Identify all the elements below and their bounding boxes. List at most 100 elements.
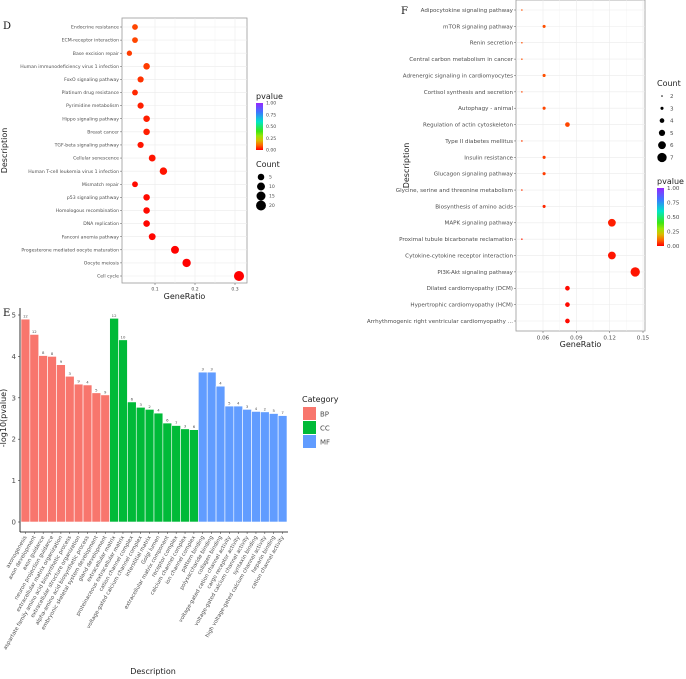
y-tick-label: DNA replication — [83, 221, 119, 227]
y-tick-label: Central carbon metabolism in cancer — [409, 57, 513, 63]
bar-count-label: 5 — [95, 387, 98, 392]
y-tick-label: Cellular senescence — [73, 156, 119, 162]
bar — [135, 407, 146, 523]
bar-count-label: 9 — [60, 359, 63, 364]
y-tick-label: PI3K-Akt signaling pathway — [437, 270, 513, 276]
y-tick-label: Fanconi anemia pathway — [62, 234, 120, 240]
y-tick-label: Renin secretion — [470, 41, 514, 47]
bar — [251, 411, 261, 523]
bar — [198, 371, 208, 523]
category-legend-label: BP — [320, 411, 329, 419]
y-tick-label: 3 — [12, 394, 16, 402]
bar-count-label: 2 — [148, 404, 151, 409]
panel-letter-d: D — [3, 21, 11, 32]
y-tick-label: 5 — [12, 312, 16, 320]
plot-panel — [121, 17, 248, 284]
y-axis-title: -log10(pvalue) — [0, 389, 8, 447]
count-legend-dot — [657, 152, 667, 163]
pvalue-legend-label: 0.50 — [667, 215, 680, 221]
bar — [144, 409, 155, 523]
pvalue-legend-label: 0.75 — [667, 200, 680, 206]
count-legend-dot — [257, 173, 265, 181]
bar — [233, 405, 243, 523]
bar-count-label: 3 — [184, 423, 187, 428]
bar-count-label: 9 — [104, 389, 107, 394]
data-point — [521, 58, 523, 60]
y-tick-label: Hippo signaling pathway — [62, 116, 119, 122]
bar — [127, 401, 137, 523]
pvalue-legend-label: 0.25 — [667, 229, 680, 235]
bar-count-label: 6 — [166, 418, 169, 423]
plot-panel — [515, 0, 646, 332]
data-point — [143, 194, 150, 201]
bar — [268, 413, 279, 523]
bar — [224, 405, 235, 523]
bar-count-label: 2 — [264, 406, 267, 411]
y-axis-title: Description — [402, 143, 411, 189]
bar — [109, 318, 119, 523]
y-tick-label: Human T-cell leukemia virus 1 infection — [28, 169, 119, 175]
category-legend-swatch — [303, 407, 316, 420]
y-tick-label: Endocrine resistance — [71, 25, 119, 31]
data-point — [137, 102, 144, 109]
bar — [56, 364, 66, 523]
bar-count-label: 4 — [86, 379, 89, 384]
y-tick-label: ECM-receptor interaction — [62, 38, 120, 44]
count-legend-label: 10 — [269, 184, 275, 190]
y-tick-label: 4 — [12, 353, 17, 361]
data-point — [148, 233, 156, 241]
pvalue-legend-title: pvalue — [657, 177, 684, 186]
count-legend-label: 15 — [269, 194, 275, 200]
y-tick-label: Breast cancer — [87, 129, 119, 135]
bar — [118, 339, 128, 523]
data-point — [132, 24, 138, 30]
y-tick-label: Regulation of actin cytoskeleton — [423, 123, 513, 129]
panel-letter-e: E — [3, 308, 10, 319]
data-point — [521, 238, 523, 240]
bar — [100, 394, 110, 523]
category-legend-label: CC — [320, 425, 330, 433]
y-tick-label: Autophagy - animal — [458, 106, 513, 112]
y-tick-label: Insulin resistance — [464, 155, 513, 161]
bar — [171, 425, 181, 523]
bar-count-label: 12 — [32, 329, 37, 334]
bar — [277, 415, 288, 523]
x-tick-label: 0.2 — [191, 287, 198, 293]
y-tick-label: Progesterone mediated oocyte maturation — [21, 247, 119, 253]
data-point — [630, 267, 640, 277]
y-tick-label: mTOR signaling pathway — [443, 24, 514, 30]
count-legend-dot — [257, 182, 265, 191]
pvalue-legend-label: 1.00 — [667, 186, 680, 192]
y-tick-label: Biosynthesis of amino acids — [435, 204, 513, 210]
count-legend-dot — [658, 129, 666, 137]
panel-letter-f: F — [401, 6, 408, 17]
bar — [20, 318, 31, 523]
y-tick-label: Cytokine-cytokine receptor interaction — [405, 253, 513, 259]
bar — [153, 412, 164, 523]
category-legend-title: Category — [302, 395, 339, 404]
count-legend-label: 7 — [670, 155, 674, 161]
bar — [180, 428, 190, 523]
data-point — [542, 24, 546, 28]
data-point — [542, 204, 546, 208]
y-tick-label: 2 — [12, 436, 16, 444]
data-point — [137, 141, 144, 149]
data-point — [542, 73, 546, 78]
y-tick-label: 0 — [12, 519, 16, 527]
bar — [206, 371, 217, 523]
data-point — [143, 220, 150, 227]
bar-count-label: 3 — [246, 404, 249, 409]
y-tick-label: Adipocytokine signaling pathway — [421, 8, 514, 14]
y-tick-label: Cortisol synthesis and secretion — [424, 90, 514, 96]
pvalue-legend-label: 0.00 — [667, 244, 680, 250]
count-legend-label: 5 — [670, 131, 674, 137]
bar-count-label: 12 — [112, 313, 117, 318]
bar — [73, 383, 84, 523]
data-point — [608, 218, 616, 227]
data-point — [233, 270, 245, 282]
pvalue-colorbar — [657, 188, 664, 246]
data-point — [143, 63, 150, 70]
y-tick-label: Mismatch repair — [82, 182, 119, 188]
